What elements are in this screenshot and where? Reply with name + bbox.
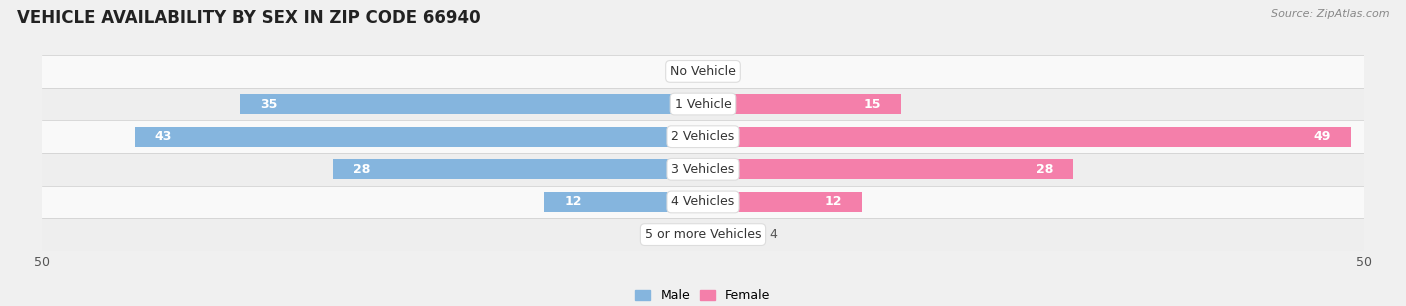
Text: 2 Vehicles: 2 Vehicles — [672, 130, 734, 143]
Text: 28: 28 — [353, 163, 370, 176]
Bar — [544, 192, 703, 212]
Text: 15: 15 — [863, 98, 882, 110]
Text: 4: 4 — [769, 228, 778, 241]
Bar — [42, 153, 1364, 186]
Bar — [333, 159, 703, 179]
Bar — [42, 88, 1364, 120]
Text: 35: 35 — [260, 98, 277, 110]
Legend: Male, Female: Male, Female — [630, 284, 776, 306]
Bar — [703, 192, 862, 212]
Bar — [42, 55, 1364, 88]
Bar — [42, 120, 1364, 153]
Bar — [240, 94, 703, 114]
Bar — [692, 61, 703, 81]
Bar — [42, 218, 1364, 251]
Text: 12: 12 — [824, 196, 842, 208]
Text: 49: 49 — [1313, 130, 1330, 143]
Text: 5 or more Vehicles: 5 or more Vehicles — [645, 228, 761, 241]
Text: 12: 12 — [564, 196, 582, 208]
Text: 0: 0 — [716, 65, 724, 78]
Bar — [703, 225, 756, 245]
Text: 0: 0 — [682, 228, 690, 241]
Text: 43: 43 — [155, 130, 172, 143]
Text: 28: 28 — [1036, 163, 1053, 176]
Bar — [703, 94, 901, 114]
Bar — [135, 127, 703, 147]
Text: 1 Vehicle: 1 Vehicle — [675, 98, 731, 110]
Text: 0: 0 — [682, 65, 690, 78]
Text: 3 Vehicles: 3 Vehicles — [672, 163, 734, 176]
Bar — [692, 225, 703, 245]
Text: VEHICLE AVAILABILITY BY SEX IN ZIP CODE 66940: VEHICLE AVAILABILITY BY SEX IN ZIP CODE … — [17, 9, 481, 27]
Bar — [703, 61, 714, 81]
Bar — [703, 159, 1073, 179]
Text: No Vehicle: No Vehicle — [671, 65, 735, 78]
Text: 4 Vehicles: 4 Vehicles — [672, 196, 734, 208]
Bar — [703, 127, 1351, 147]
Text: Source: ZipAtlas.com: Source: ZipAtlas.com — [1271, 9, 1389, 19]
Bar — [42, 186, 1364, 218]
